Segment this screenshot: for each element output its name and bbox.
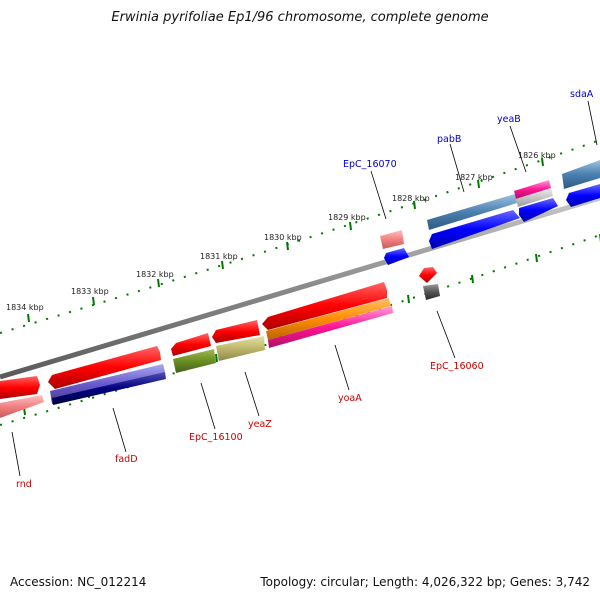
leader-pabB <box>449 143 465 193</box>
leader-EpC-16070 <box>370 170 387 220</box>
tick-label: 1831 kbp <box>200 252 238 261</box>
tick-rulers <box>0 139 600 426</box>
gene-rnd-inner <box>0 395 44 418</box>
tick-label: 1833 kbp <box>71 287 109 296</box>
major-tick <box>157 278 160 288</box>
label-yeaB: yeaB <box>497 114 521 125</box>
gene-EpC-16100 <box>171 333 211 356</box>
gene-EpC-16100-inner <box>173 349 216 373</box>
gene-yoaA-inner-pink <box>268 306 393 348</box>
gene-pabB-track2 <box>429 210 520 249</box>
gene-yeaB-grey <box>516 188 553 207</box>
leader-sdaA <box>587 100 598 146</box>
major-tick <box>286 241 289 251</box>
major-tick <box>413 200 416 210</box>
gene-fadD-inner-2 <box>52 372 166 405</box>
gene-yoaA-inner-orange <box>266 298 391 340</box>
gene-yeaZ <box>212 320 260 343</box>
gene-yeaB-track2 <box>519 198 558 222</box>
gene-labels-top: sdaA yeaB pabB EpC_16070 <box>343 89 594 170</box>
gene-yoaA <box>262 282 387 330</box>
leader-rnd <box>11 431 21 477</box>
map-title: Erwinia pyrifoliae Ep1/96 chromosome, co… <box>111 10 489 25</box>
major-tick <box>541 157 544 167</box>
tick-label: 1828 kbp <box>392 194 430 203</box>
gene-sdaA <box>562 160 600 189</box>
label-yoaA: yoaA <box>338 393 362 404</box>
chromosome-backbone <box>0 195 600 380</box>
label-yeaZ: yeaZ <box>248 419 272 430</box>
tick-label: 1834 kbp <box>6 303 44 312</box>
gene-EpC-16060 <box>419 267 437 283</box>
accession-label: Accession: NC_012214 <box>10 575 147 589</box>
tick-label: 1832 kbp <box>136 270 174 279</box>
tick-label: 1827 kbp <box>455 173 493 182</box>
gene-labels-bottom: EpC_16060 yoaA yeaZ EpC_16100 fadD rnd <box>16 361 484 490</box>
genome-summary: Topology: circular; Length: 4,026,322 bp… <box>260 575 590 589</box>
gene-EpC-16070-track2 <box>384 248 409 265</box>
label-EpC-16070: EpC_16070 <box>343 159 397 170</box>
gene-rnd <box>0 376 40 399</box>
leader-yeaZ <box>244 371 260 417</box>
inner-major-tick <box>215 353 218 363</box>
gene-track-outer-2 <box>380 160 600 249</box>
gene-track-inner <box>0 284 440 418</box>
outer-ruler <box>0 139 600 334</box>
major-tick <box>92 296 95 306</box>
leader-EpC-16060 <box>436 310 456 359</box>
major-tick <box>349 221 352 231</box>
leader-yeaB <box>509 125 527 173</box>
label-EpC-16100: EpC_16100 <box>189 432 243 443</box>
label-EpC-16060: EpC_16060 <box>430 361 484 372</box>
gene-yeaB-pink <box>514 180 551 199</box>
leader-fadD <box>112 407 127 453</box>
inner-major-tick <box>407 294 410 304</box>
tick-label: 1826 kbp <box>518 151 556 160</box>
tick-labels: 1826 kbp 1827 kbp 1828 kbp 1829 kbp 1830 kbp… <box>6 151 556 312</box>
gene-yeaZ-inner <box>216 336 265 361</box>
gene-pabB <box>427 194 517 230</box>
major-tick <box>221 260 224 270</box>
tick-label: 1830 kbp <box>264 233 302 242</box>
gene-EpC-16070 <box>380 230 404 249</box>
gene-fadD <box>48 346 161 389</box>
label-rnd: rnd <box>16 479 32 490</box>
gene-sdaA-track2 <box>566 184 600 207</box>
major-tick <box>27 313 30 323</box>
label-fadD: fadD <box>115 454 138 465</box>
gene-EpC-16060-inner <box>423 284 440 300</box>
tick-label: 1829 kbp <box>328 213 366 222</box>
major-tick <box>477 179 480 189</box>
label-sdaA: sdaA <box>570 89 594 100</box>
label-pabB: pabB <box>437 134 461 145</box>
gene-track-outer-1 <box>0 184 600 399</box>
leader-EpC-16100 <box>200 382 216 430</box>
inner-major-tick <box>471 274 474 284</box>
leader-yoaA <box>334 344 350 391</box>
inner-major-tick <box>535 253 538 263</box>
label-leaders <box>11 100 598 477</box>
